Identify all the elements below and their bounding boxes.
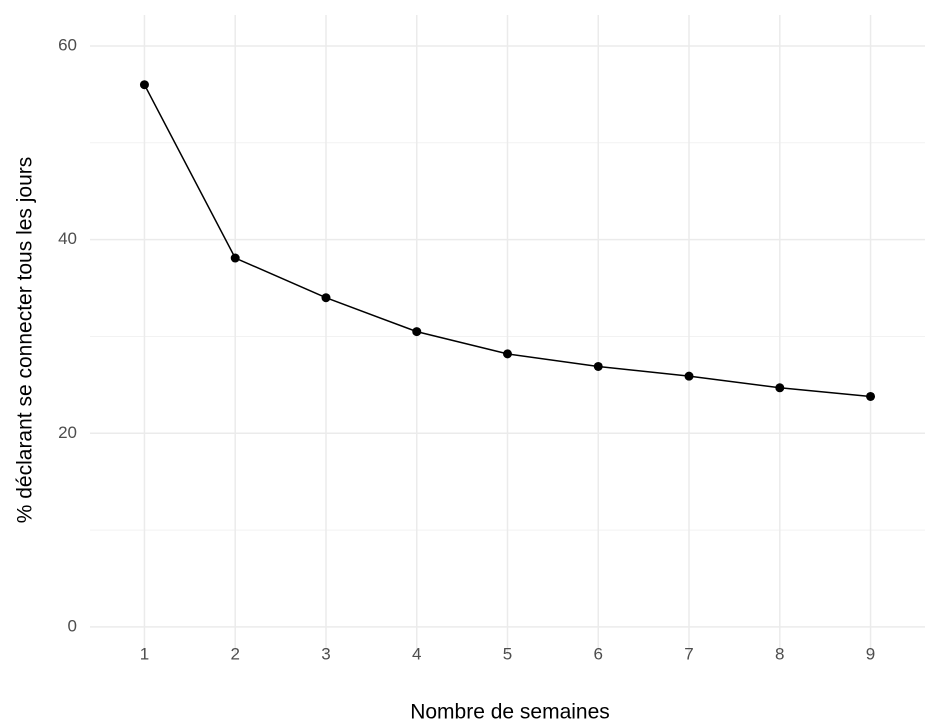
point	[321, 293, 331, 303]
x-tick-label: 9	[866, 644, 875, 663]
point	[503, 349, 512, 359]
y-tick-label: 20	[58, 423, 77, 442]
point	[230, 253, 240, 263]
point	[775, 383, 785, 393]
x-tick-label: 6	[594, 644, 603, 663]
x-tick-label: 8	[775, 644, 784, 663]
point	[139, 80, 149, 90]
x-tick-label: 1	[140, 644, 149, 663]
point	[866, 391, 876, 401]
x-tick-label: 4	[412, 644, 421, 663]
y-axis-title: % déclarant se connecter tous les jours	[14, 157, 37, 524]
point	[593, 361, 603, 371]
y-tick-label: 40	[58, 229, 77, 248]
x-tick-label: 2	[230, 644, 239, 663]
x-tick-label: 3	[321, 644, 330, 663]
x-axis-title: Nombre de semaines	[410, 701, 610, 724]
y-tick-label: 0	[68, 616, 77, 635]
x-tick-label: 7	[684, 644, 693, 663]
x-tick-label: 5	[503, 644, 512, 663]
y-tick-label: 60	[58, 35, 77, 54]
point	[412, 327, 422, 337]
point	[684, 371, 694, 381]
